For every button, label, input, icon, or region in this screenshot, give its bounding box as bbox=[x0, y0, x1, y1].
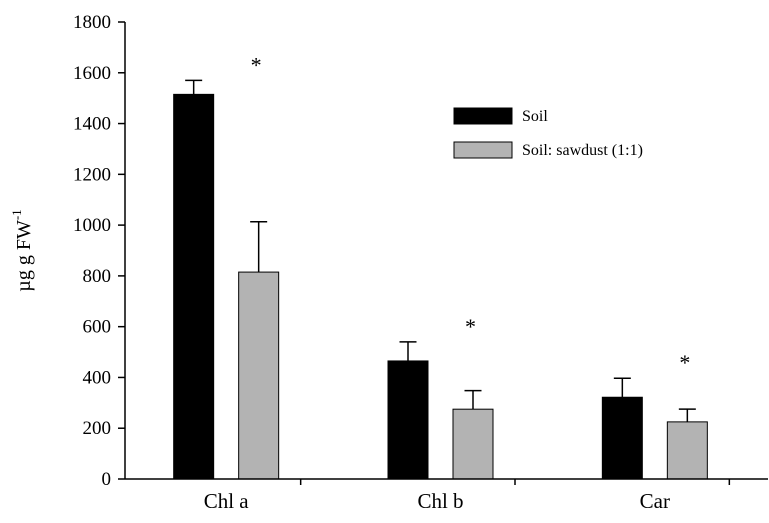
legend-swatch bbox=[453, 141, 513, 159]
bar bbox=[601, 396, 643, 480]
y-tick-label: 1000 bbox=[73, 215, 111, 236]
bar bbox=[666, 421, 708, 480]
significance-asterisk: * bbox=[251, 52, 262, 77]
x-axis-tick-labels: Chl a Chl b Car bbox=[204, 479, 731, 513]
y-tick-label: 1400 bbox=[73, 114, 111, 135]
legend-label: Soil bbox=[522, 108, 548, 125]
y-axis-ticks: 0 200 400 600 800 1000 1200 1400 1600 1800 bbox=[73, 12, 125, 490]
y-tick-label: 600 bbox=[83, 317, 112, 338]
x-tick-label: Car bbox=[640, 489, 670, 513]
y-tick-label: 1200 bbox=[73, 164, 111, 185]
y-tick-label: 800 bbox=[83, 266, 112, 287]
y-tick-label: 1800 bbox=[73, 12, 111, 33]
bar bbox=[238, 271, 280, 480]
bar bbox=[452, 408, 494, 480]
significance-marks: * * * bbox=[251, 52, 691, 375]
significance-asterisk: * bbox=[465, 314, 476, 339]
legend-label: Soil: sawdust (1:1) bbox=[522, 142, 643, 159]
y-tick-label: 200 bbox=[83, 418, 112, 439]
y-tick-label: 400 bbox=[83, 367, 112, 388]
x-tick-label: Chl b bbox=[417, 489, 463, 513]
y-tick-label: 0 bbox=[102, 469, 112, 490]
x-tick-label: Chl a bbox=[204, 489, 250, 513]
legend: Soil Soil: sawdust (1:1) bbox=[453, 107, 643, 159]
y-tick-label: 1600 bbox=[73, 63, 111, 84]
bar bbox=[387, 360, 429, 480]
y-axis-title: µg g FW-1 bbox=[9, 209, 35, 291]
bar bbox=[173, 93, 215, 480]
legend-swatch bbox=[453, 107, 513, 125]
significance-asterisk: * bbox=[679, 350, 690, 375]
error-bars bbox=[185, 79, 696, 422]
